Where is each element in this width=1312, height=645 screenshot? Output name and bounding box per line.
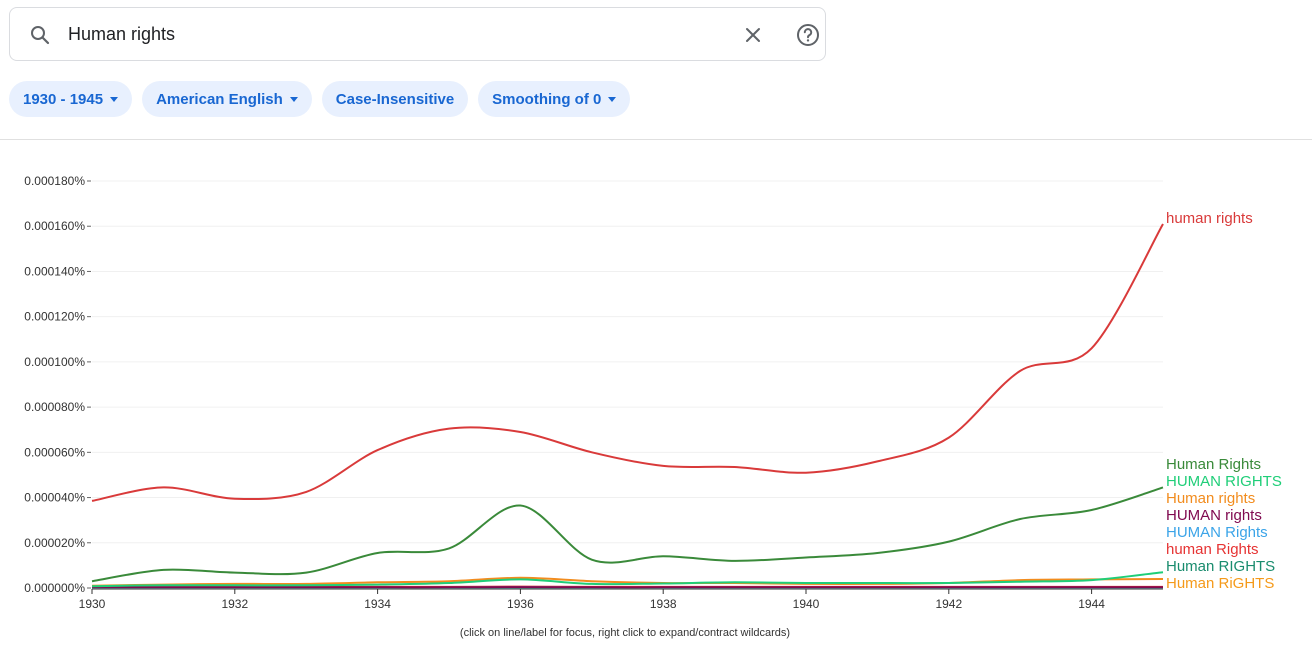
- y-tick-label: 0.000080%: [24, 400, 85, 414]
- divider: [0, 139, 1312, 140]
- y-tick-label: 0.000160%: [24, 219, 85, 233]
- y-tick-label: 0.000100%: [24, 355, 85, 369]
- y-tick-label: 0.000060%: [24, 445, 85, 459]
- caret-down-icon: [608, 96, 617, 102]
- close-icon[interactable]: [741, 23, 765, 47]
- y-tick-label: 0.000040%: [24, 491, 85, 505]
- chip-label: Smoothing of 0: [492, 90, 602, 108]
- series-label[interactable]: Human Rights: [1166, 456, 1261, 473]
- x-tick-label: 1934: [364, 597, 391, 611]
- year-range-chip[interactable]: 1930 - 1945: [9, 81, 133, 117]
- series-line[interactable]: [91, 486, 1164, 583]
- y-tick-label: 0.000140%: [24, 264, 85, 278]
- series-line[interactable]: [91, 571, 1164, 588]
- chip-label: American English: [156, 90, 283, 108]
- ngram-chart: 0.000000% 0.000020% 0.000040% 0.000060% 0.00…: [24, 174, 1282, 611]
- series-label[interactable]: Human RiGHTS: [1166, 575, 1274, 592]
- y-tick-label: 0.000020%: [24, 536, 85, 550]
- x-tick-label: 1938: [650, 597, 677, 611]
- caret-down-icon: [110, 96, 119, 102]
- series-label[interactable]: HUMAN Rights: [1166, 524, 1268, 541]
- chip-label: 1930 - 1945: [23, 90, 104, 108]
- series-label[interactable]: human rights: [1166, 210, 1253, 227]
- search-input[interactable]: [68, 18, 708, 50]
- series-line[interactable]: [91, 223, 1164, 502]
- series-label[interactable]: Human RIGHTS: [1166, 558, 1275, 575]
- y-tick-label: 0.000180%: [24, 174, 85, 188]
- series-label[interactable]: HUMAN rights: [1166, 507, 1262, 524]
- series-label[interactable]: HUMAN RIGHTS: [1166, 473, 1282, 490]
- smoothing-chip[interactable]: Smoothing of 0: [478, 81, 631, 117]
- case-insensitive-chip[interactable]: Case-Insensitive: [321, 81, 469, 117]
- series-label[interactable]: Human rights: [1166, 490, 1255, 507]
- x-tick-label: 1942: [935, 597, 962, 611]
- help-circle-icon[interactable]: [795, 22, 821, 48]
- filter-chips: 1930 - 1945 American English Case-Insens…: [9, 81, 631, 117]
- search-bar: [9, 7, 826, 61]
- y-tick-label: 0.000120%: [24, 310, 85, 324]
- series-label[interactable]: human Rights: [1166, 541, 1259, 558]
- y-tick-label: 0.000000%: [24, 581, 85, 595]
- corpus-chip[interactable]: American English: [142, 81, 312, 117]
- x-tick-label: 1932: [221, 597, 248, 611]
- chip-label: Case-Insensitive: [335, 90, 455, 108]
- x-tick-label: 1930: [79, 597, 106, 611]
- x-tick-label: 1940: [793, 597, 820, 611]
- x-tick-label: 1936: [507, 597, 534, 611]
- x-tick-label: 1944: [1078, 597, 1105, 611]
- chart-footnote: (click on line/label for focus, right cl…: [459, 627, 791, 639]
- search-icon: [31, 26, 50, 45]
- caret-down-icon: [289, 96, 298, 102]
